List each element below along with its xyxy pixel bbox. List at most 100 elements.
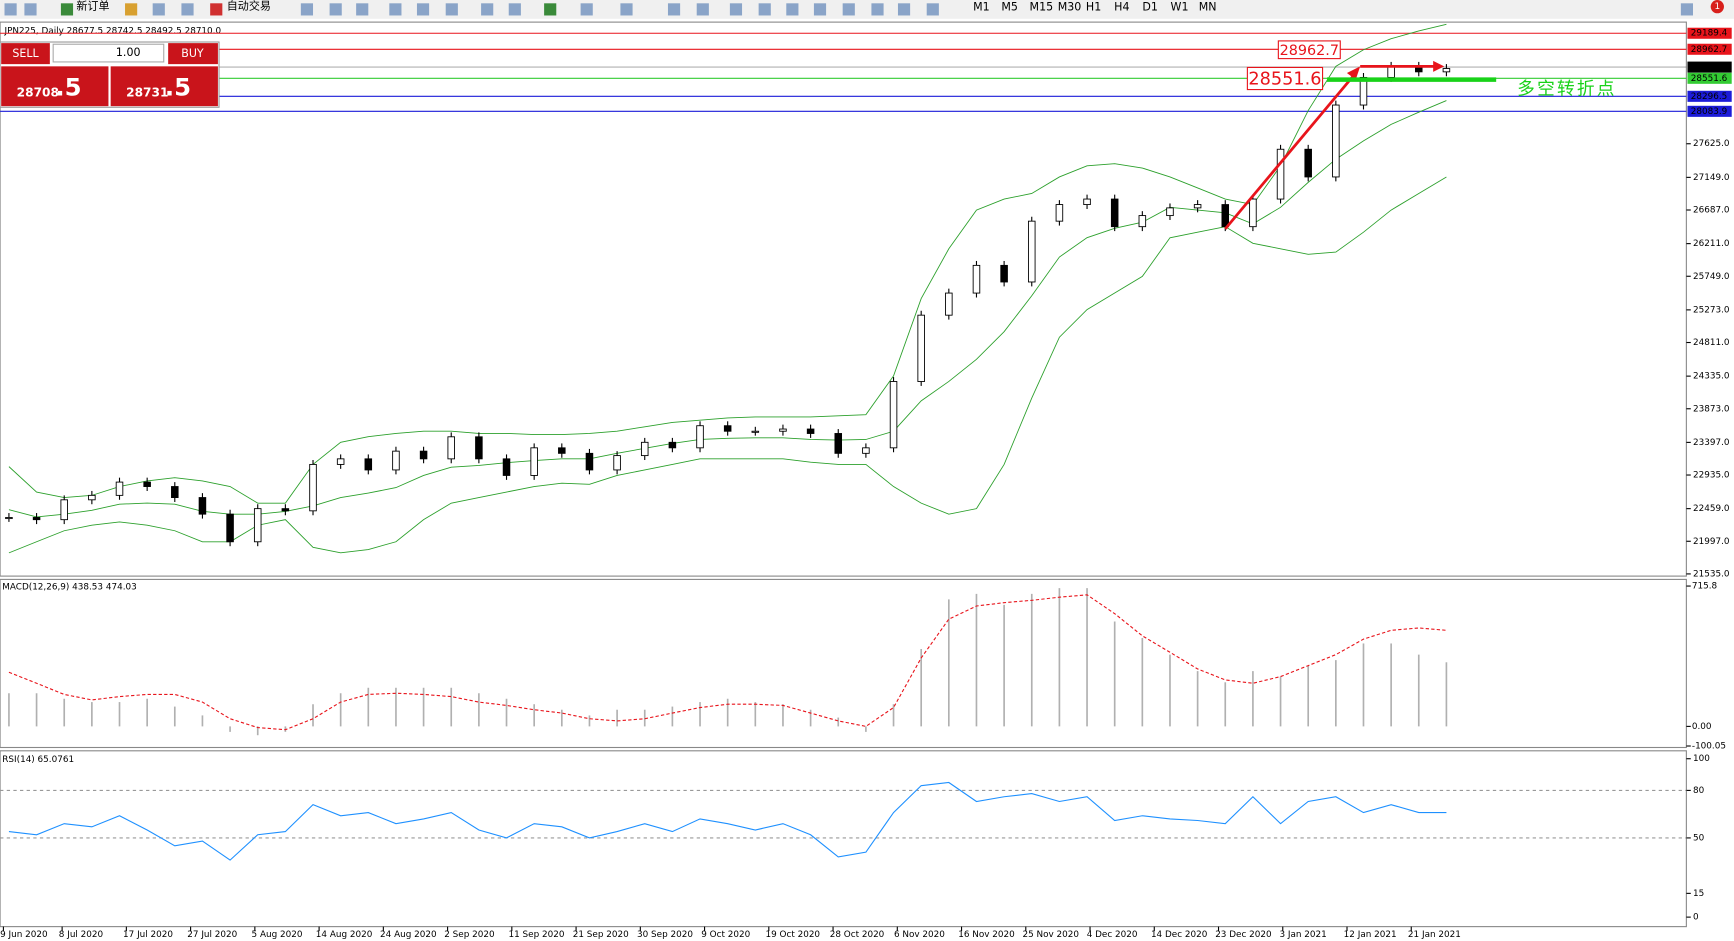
- candle: [889, 381, 898, 449]
- y-tick-label: 26687.0: [1693, 206, 1730, 216]
- x-tick-label: 9 Oct 2020: [701, 930, 750, 940]
- icon[interactable]: [696, 3, 709, 16]
- y-tick-label: 15: [1693, 889, 1704, 899]
- y-tick-label: 715.8: [1692, 582, 1718, 592]
- timeframe-button[interactable]: M30: [1058, 1, 1082, 14]
- timeframe-button[interactable]: W1: [1171, 1, 1189, 14]
- icon[interactable]: [4, 3, 17, 16]
- pivot-annotation: 28551.6: [1248, 70, 1321, 90]
- candle: [1249, 198, 1257, 228]
- bollinger-band: [8, 100, 1447, 518]
- icon[interactable]: [926, 3, 939, 16]
- candle: [475, 436, 483, 460]
- x-tick-label: 8 Jul 2020: [59, 930, 104, 940]
- icon[interactable]: [580, 3, 593, 16]
- sell-price-tail: .5: [55, 72, 81, 101]
- x-tick-label: 4 Dec 2020: [1087, 930, 1138, 940]
- icon[interactable]: [152, 3, 165, 16]
- icon[interactable]: [481, 3, 494, 16]
- y-tick-label: 21997.0: [1693, 537, 1730, 547]
- y-tick-label: 100: [1693, 754, 1710, 764]
- timeframe-button[interactable]: M15: [1030, 1, 1054, 14]
- icon[interactable]: [24, 3, 37, 16]
- y-tick-label: 0.00: [1692, 722, 1712, 732]
- level-tag: [1687, 61, 1732, 73]
- macd-chart: 715.8 0.00 -100.05: [8, 582, 1726, 752]
- icon[interactable]: [508, 3, 521, 16]
- timeframe-button[interactable]: MN: [1199, 1, 1217, 14]
- icon[interactable]: [758, 3, 771, 16]
- timeframe-button[interactable]: M1: [973, 1, 990, 14]
- level-label: 29189.4: [1691, 29, 1728, 39]
- lot-input[interactable]: [52, 43, 165, 63]
- icon[interactable]: [125, 3, 138, 16]
- y-tick-label: 22459.0: [1693, 504, 1730, 514]
- icon[interactable]: [813, 3, 827, 16]
- icon[interactable]: [544, 3, 557, 16]
- icon[interactable]: [181, 3, 194, 16]
- annotation-box: [1277, 40, 1341, 60]
- icon[interactable]: [60, 3, 74, 16]
- candle: [806, 428, 815, 434]
- candle: [834, 433, 843, 454]
- icon[interactable]: [842, 3, 855, 16]
- icon[interactable]: [356, 3, 369, 16]
- x-tick-label: 21 Sep 2020: [573, 930, 629, 940]
- buy-button[interactable]: [168, 43, 218, 65]
- icon[interactable]: [445, 3, 458, 16]
- sell-button[interactable]: [1, 43, 50, 65]
- timeframe-button[interactable]: M5: [1001, 1, 1018, 14]
- candle: [1027, 220, 1036, 283]
- candle: [945, 292, 953, 316]
- y-tick-label: 27625.0: [1693, 139, 1730, 149]
- y-tick-label: 24335.0: [1693, 372, 1730, 382]
- buy-price-box[interactable]: [110, 66, 218, 107]
- y-tick-label: 23873.0: [1693, 404, 1730, 414]
- buy-price: 28731: [126, 85, 168, 99]
- icon[interactable]: [329, 3, 342, 16]
- x-tick-label: 30 Sep 2020: [637, 930, 693, 940]
- candle: [1442, 68, 1451, 73]
- candle: [613, 455, 621, 471]
- alert-badge[interactable]: [1710, 0, 1724, 14]
- new-order-button[interactable]: 新订单: [76, 0, 109, 13]
- icon[interactable]: [620, 3, 633, 16]
- candle: [32, 517, 41, 521]
- timeframe-button[interactable]: H1: [1086, 1, 1101, 14]
- icon[interactable]: [897, 3, 911, 16]
- icon[interactable]: [667, 3, 681, 16]
- date-axis: 9 Jun 2020 8 Jul 2020 17 Jul 2020 27 Jul 20…: [0, 926, 1461, 940]
- timeframe-button[interactable]: H4: [1114, 1, 1129, 14]
- x-tick-label: 19 Oct 2020: [765, 930, 820, 940]
- level-label: 28962.7: [1691, 45, 1728, 55]
- icon[interactable]: [210, 3, 223, 16]
- x-tick-label: 11 Sep 2020: [509, 930, 565, 940]
- icon[interactable]: [871, 3, 884, 16]
- icon[interactable]: [786, 3, 799, 16]
- auto-trading-button[interactable]: 自动交易: [227, 0, 271, 13]
- candle: [419, 450, 428, 460]
- icon[interactable]: [416, 3, 430, 16]
- icon[interactable]: [300, 3, 314, 16]
- arrow-head: [1346, 66, 1361, 80]
- level-tag: [1687, 105, 1732, 117]
- icon[interactable]: [389, 3, 402, 16]
- y-tick-label: 22935.0: [1693, 471, 1730, 481]
- candle: [309, 463, 317, 512]
- candle: [5, 517, 13, 520]
- note-annotation: 多空转折点: [1517, 79, 1617, 100]
- x-tick-label: 3 Jan 2021: [1279, 930, 1326, 940]
- macd-panel: [0, 578, 1687, 749]
- candle: [198, 497, 207, 515]
- x-tick-label: 23 Dec 2020: [1215, 930, 1272, 940]
- toolbar: [0, 0, 1734, 19]
- icon[interactable]: [1680, 3, 1694, 16]
- icon[interactable]: [729, 3, 743, 16]
- macd-label: MACD(12,26,9) 438.53 474.03: [2, 583, 136, 593]
- candle: [502, 458, 511, 476]
- bollinger-band: [8, 23, 1447, 504]
- timeframe-button[interactable]: D1: [1142, 1, 1158, 14]
- sell-price-box[interactable]: [1, 66, 109, 107]
- y-tick-label: 26211.0: [1693, 239, 1730, 249]
